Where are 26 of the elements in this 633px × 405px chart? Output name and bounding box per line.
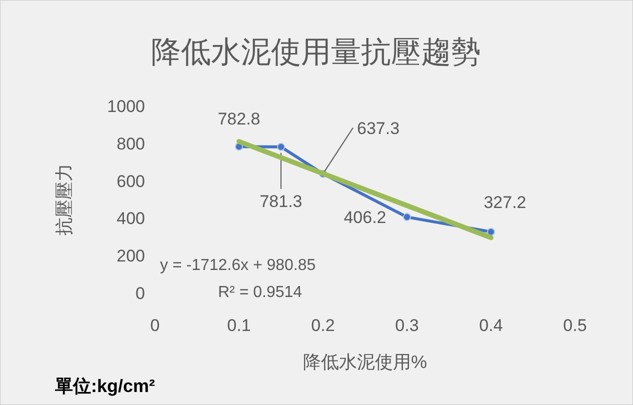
data-label: 406.2 (344, 208, 386, 228)
data-label: 781.3 (260, 192, 302, 211)
data-label: 327.2 (484, 192, 526, 212)
annotation: y = -1712.6x + 980.85 (160, 257, 316, 274)
point (277, 142, 285, 151)
chart-title: 降低水泥使用量抗壓趨勢 (151, 36, 481, 69)
y-tick-label: 600 (116, 172, 145, 191)
y-tick-label: 1000 (107, 97, 145, 116)
point (403, 213, 411, 222)
data-label: 782.8 (218, 110, 260, 129)
x-tick-label: 0.3 (395, 316, 419, 335)
text: 單位:kg/cm² (54, 376, 156, 396)
x-tick-label: 0.1 (227, 316, 251, 335)
x-axis-title: 降低水泥使用% (302, 352, 428, 372)
y-tick-label: 800 (116, 134, 145, 154)
data-label: 637.3 (357, 118, 400, 138)
y-tick-label: 200 (116, 246, 145, 266)
x-tick-label: 0 (150, 316, 160, 335)
y-tick-label: 0 (136, 284, 145, 303)
x-tick-label: 0.4 (479, 316, 503, 335)
y-axis-title: 抗壓壓力 (54, 164, 74, 236)
point (487, 228, 495, 236)
x-tick-label: 0.2 (311, 316, 335, 335)
x-tick-label: 0.5 (563, 316, 587, 335)
y-tick-label: 400 (116, 209, 145, 228)
annotation: R² = 0.9514 (218, 284, 302, 301)
